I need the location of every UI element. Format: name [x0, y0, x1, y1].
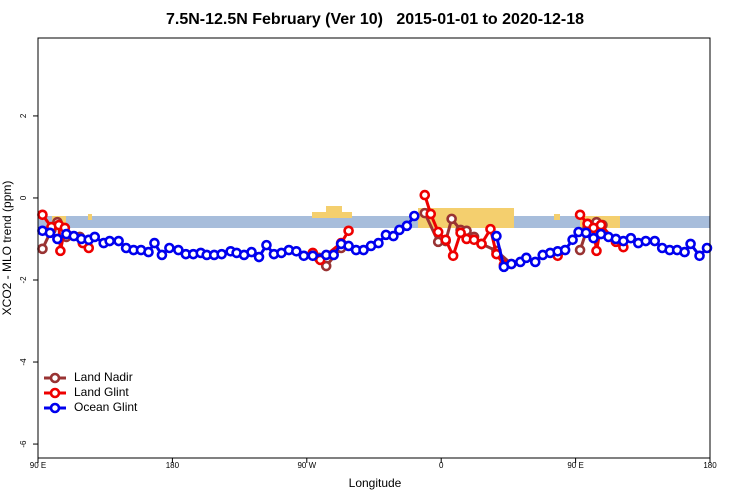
legend-swatch	[49, 402, 61, 414]
data-point	[253, 251, 265, 263]
x-tick-label: 90 W	[297, 461, 316, 470]
data-point	[164, 242, 175, 254]
data-point	[432, 226, 444, 238]
data-point	[173, 244, 184, 256]
y-tick-label: -6	[19, 440, 28, 448]
data-point	[52, 233, 63, 245]
data-point	[246, 246, 257, 258]
data-point	[679, 246, 690, 258]
data-point	[476, 238, 487, 250]
data-point	[291, 245, 302, 257]
data-point	[567, 234, 578, 246]
legend-label: Ocean Glint	[74, 400, 138, 414]
data-point	[588, 232, 599, 244]
data-point	[113, 235, 124, 247]
x-tick-label: 180	[703, 461, 717, 470]
data-point	[485, 223, 496, 235]
data-point	[156, 249, 168, 261]
data-point	[307, 250, 319, 262]
data-point	[343, 225, 354, 237]
data-point	[143, 246, 154, 258]
data-point	[574, 209, 586, 221]
y-tick-label: 0	[19, 195, 28, 200]
data-point	[409, 210, 420, 222]
data-point	[574, 244, 586, 256]
surface-band	[38, 216, 710, 228]
y-tick-label: 2	[19, 113, 28, 118]
data-point	[394, 224, 405, 236]
x-tick-label: 90 E	[567, 461, 583, 470]
legend-label: Land Nadir	[74, 370, 133, 384]
x-tick-label: 0	[439, 461, 444, 470]
data-point	[625, 232, 637, 244]
data-point	[261, 239, 272, 251]
data-point	[104, 235, 115, 247]
data-point	[595, 219, 607, 231]
legend-swatch	[49, 372, 61, 384]
data-point	[55, 245, 66, 257]
data-point	[591, 245, 602, 257]
data-point	[358, 244, 369, 256]
data-point	[529, 256, 541, 268]
data-point	[491, 230, 502, 242]
chart-title: 7.5N-12.5N February (Ver 10) 2015-01-01 …	[166, 11, 584, 28]
legend-swatch	[49, 387, 61, 399]
x-tick-label: 90 E	[30, 461, 46, 470]
y-tick-label: -2	[19, 276, 28, 284]
data-point	[320, 260, 332, 272]
data-point	[401, 220, 413, 232]
data-point	[559, 244, 571, 256]
data-point	[685, 238, 696, 250]
y-tick-label: -4	[19, 358, 28, 366]
data-point	[328, 249, 339, 261]
data-point	[83, 242, 95, 254]
data-point	[468, 234, 480, 246]
data-point	[447, 250, 459, 262]
y-axis-label: XCO2 - MLO trend (ppm)	[0, 181, 14, 316]
data-point	[455, 227, 466, 239]
data-point	[425, 208, 437, 220]
data-point	[701, 242, 713, 254]
data-point	[694, 250, 705, 262]
plot	[37, 189, 713, 273]
data-point	[521, 252, 532, 264]
data-point	[580, 227, 592, 239]
data-point	[343, 240, 354, 252]
data-point	[446, 213, 457, 225]
data-point	[44, 227, 56, 239]
plot-frame	[37, 37, 711, 459]
data-point	[37, 243, 48, 255]
data-point	[149, 237, 160, 249]
data-point	[37, 209, 48, 221]
legend-label: Land Glint	[74, 385, 129, 399]
data-point	[89, 231, 101, 243]
data-point	[440, 234, 451, 246]
x-axis-label: Longitude	[349, 476, 402, 490]
data-point	[373, 237, 384, 249]
x-tick-label: 180	[166, 461, 180, 470]
data-point	[216, 248, 227, 260]
data-point	[298, 250, 310, 262]
data-point	[649, 235, 661, 247]
data-point	[506, 258, 517, 270]
data-point	[388, 230, 399, 242]
data-point	[419, 189, 431, 201]
data-point	[640, 235, 652, 247]
